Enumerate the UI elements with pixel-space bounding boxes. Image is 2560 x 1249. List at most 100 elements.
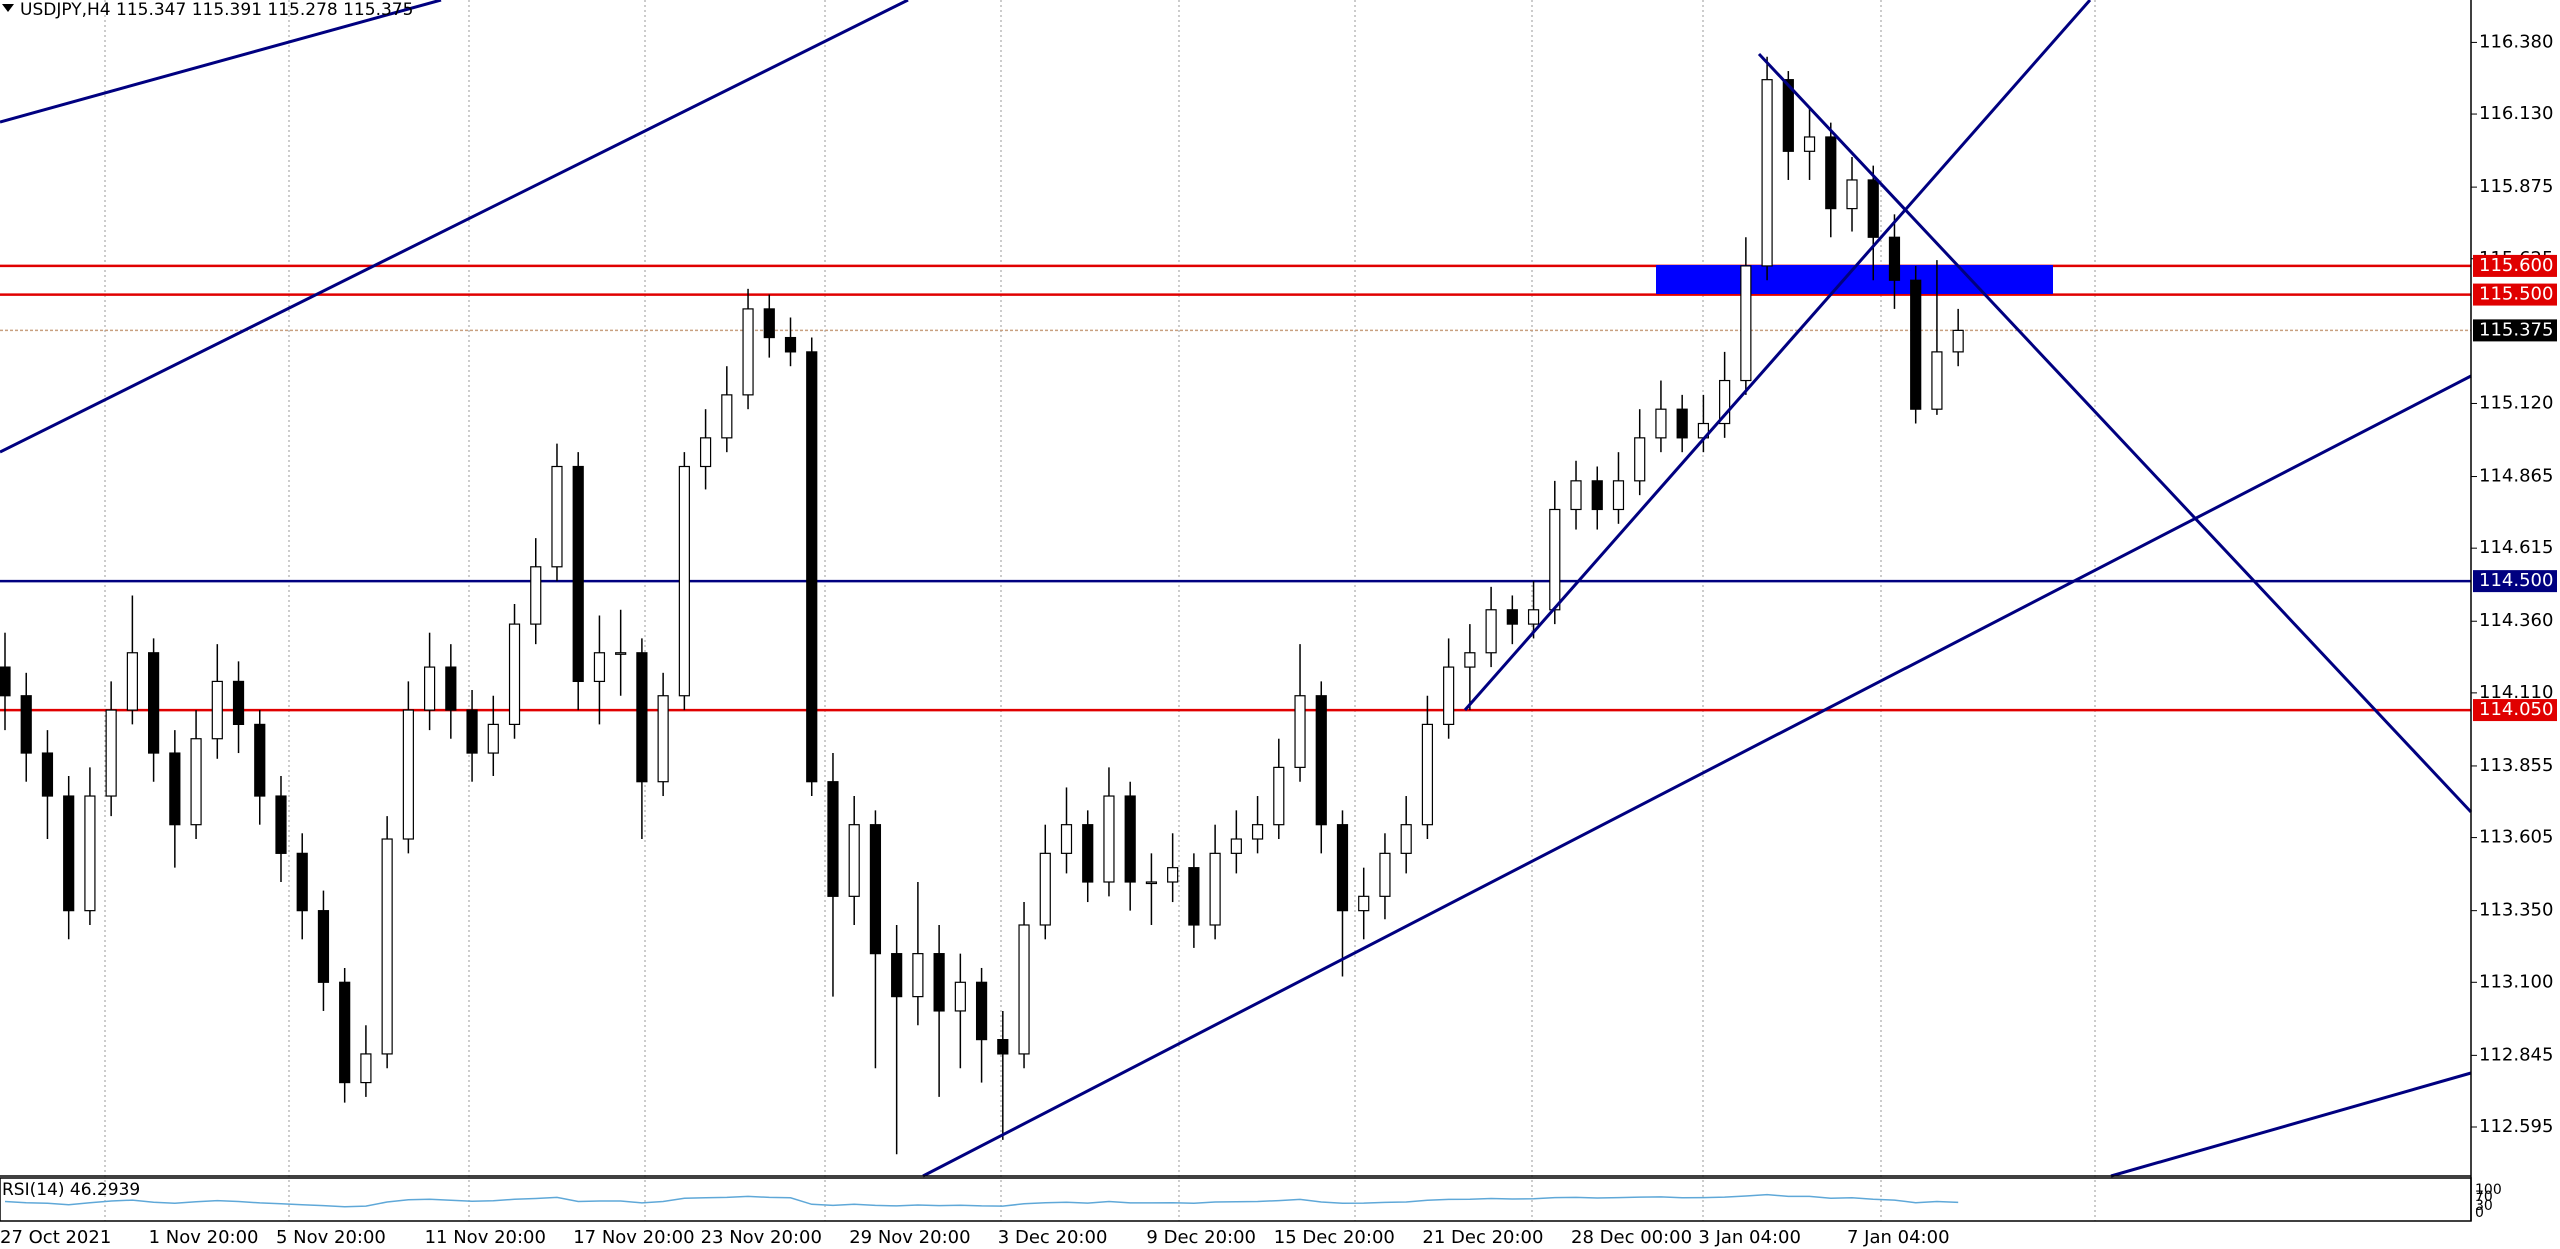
x-tick-label: 9 Dec 20:00 — [1146, 1227, 1256, 1248]
candle-body — [41, 752, 54, 797]
candle-body — [1485, 609, 1497, 654]
y-tick-label: 113.350 — [2479, 900, 2553, 921]
rsi-tick-label: 30 — [2475, 1198, 2493, 1214]
y-tick-label: 114.110 — [2479, 682, 2553, 703]
candle-body — [1421, 723, 1434, 826]
candle-body — [1336, 824, 1349, 912]
trendline — [2110, 1071, 2472, 1178]
candle-body — [1612, 480, 1625, 511]
candle-body — [339, 981, 351, 1084]
candle-body — [1931, 351, 1943, 410]
level-label-box — [2473, 283, 2557, 306]
candle-body — [1294, 695, 1306, 768]
candle-body — [1634, 437, 1646, 482]
y-tick-label: 114.865 — [2479, 466, 2553, 487]
level-label: 114.050 — [2479, 699, 2553, 720]
x-tick-label: 7 Jan 04:00 — [1847, 1227, 1950, 1248]
candle-body — [1761, 79, 1773, 267]
candles — [0, 56, 1964, 1155]
candle-body — [742, 308, 754, 396]
candle-body — [1867, 179, 1879, 238]
candle-body — [975, 981, 988, 1041]
candle-body — [997, 1039, 1009, 1055]
candle-body — [1570, 480, 1582, 511]
x-tick-label: 21 Dec 20:00 — [1422, 1227, 1543, 1248]
x-tick-label: 28 Dec 00:00 — [1571, 1227, 1692, 1248]
x-tick-label: 5 Nov 20:00 — [276, 1227, 386, 1248]
rsi-tick-label: 100 — [2475, 1182, 2502, 1198]
candle-body — [1591, 480, 1603, 511]
candle-body — [105, 709, 117, 797]
candle-body — [615, 652, 627, 655]
candle-body — [806, 351, 818, 783]
candle-body — [1464, 652, 1476, 668]
candle-body — [126, 652, 138, 711]
candle-body — [1527, 609, 1540, 625]
level-label: 115.600 — [2479, 255, 2553, 276]
candle-body — [1358, 895, 1370, 912]
candle-body — [1782, 79, 1794, 152]
candle-body — [1676, 408, 1688, 439]
trendline — [1463, 0, 2092, 711]
candle-body — [424, 666, 436, 711]
candle-body — [551, 465, 563, 568]
candle-body — [63, 795, 75, 912]
x-tick-label: 29 Nov 20:00 — [849, 1227, 970, 1248]
candle-body — [1230, 838, 1242, 854]
candle-body — [699, 437, 712, 468]
candle-body — [148, 652, 160, 754]
candle-body — [0, 666, 11, 697]
candle-body — [657, 695, 669, 783]
candle-body — [784, 336, 797, 353]
current-price-box — [2473, 319, 2557, 342]
candle-body — [275, 795, 287, 854]
candle-body — [1124, 795, 1136, 883]
candle-body — [211, 680, 223, 740]
x-tick-label: 1 Nov 20:00 — [149, 1227, 259, 1248]
candle-body — [169, 752, 181, 826]
rsi-tick-label: 0 — [2475, 1205, 2484, 1221]
candle-body — [1719, 379, 1731, 425]
x-tick-label: 11 Nov 20:00 — [425, 1227, 546, 1248]
y-tick-label: 116.380 — [2479, 31, 2553, 52]
y-tick-label: 112.845 — [2479, 1044, 2553, 1065]
candle-body — [1400, 824, 1412, 854]
level-label-box — [2473, 254, 2557, 277]
level-label: 114.500 — [2479, 570, 2553, 591]
candle-body — [1082, 824, 1094, 883]
candle-body — [466, 709, 478, 754]
candle-body — [1443, 666, 1455, 725]
candle-body — [1910, 279, 1922, 410]
candle-body — [572, 465, 584, 683]
y-tick-label: 113.605 — [2479, 827, 2553, 848]
candle-body — [508, 623, 521, 725]
candle-body — [445, 666, 457, 711]
candle-body — [1803, 136, 1816, 152]
levels — [0, 264, 2471, 712]
candle-body — [1846, 179, 1858, 210]
candle-body — [827, 781, 839, 897]
candle-body — [1825, 136, 1837, 210]
candle-body — [678, 465, 690, 697]
candle-body — [190, 738, 202, 826]
y-tick-label: 113.100 — [2479, 971, 2553, 992]
candle-body — [593, 652, 606, 683]
candle-body — [891, 953, 903, 998]
candle-body — [1506, 609, 1518, 625]
x-tick-label: 23 Nov 20:00 — [701, 1227, 822, 1248]
candle-body — [254, 723, 266, 797]
zone-rectangle — [1656, 265, 2053, 294]
rsi-line — [4, 1193, 1959, 1208]
level-label-box — [2473, 570, 2557, 593]
candle-body — [1209, 852, 1221, 926]
candle-body — [1888, 236, 1901, 281]
x-tick-label: 15 Dec 20:00 — [1274, 1227, 1395, 1248]
candle-body — [1145, 881, 1158, 885]
candle-body — [232, 680, 245, 725]
candle-body — [636, 652, 648, 783]
candle-body — [317, 910, 330, 983]
candle-body — [869, 824, 882, 955]
trendline — [922, 374, 2472, 1178]
candle-body — [1315, 695, 1327, 826]
